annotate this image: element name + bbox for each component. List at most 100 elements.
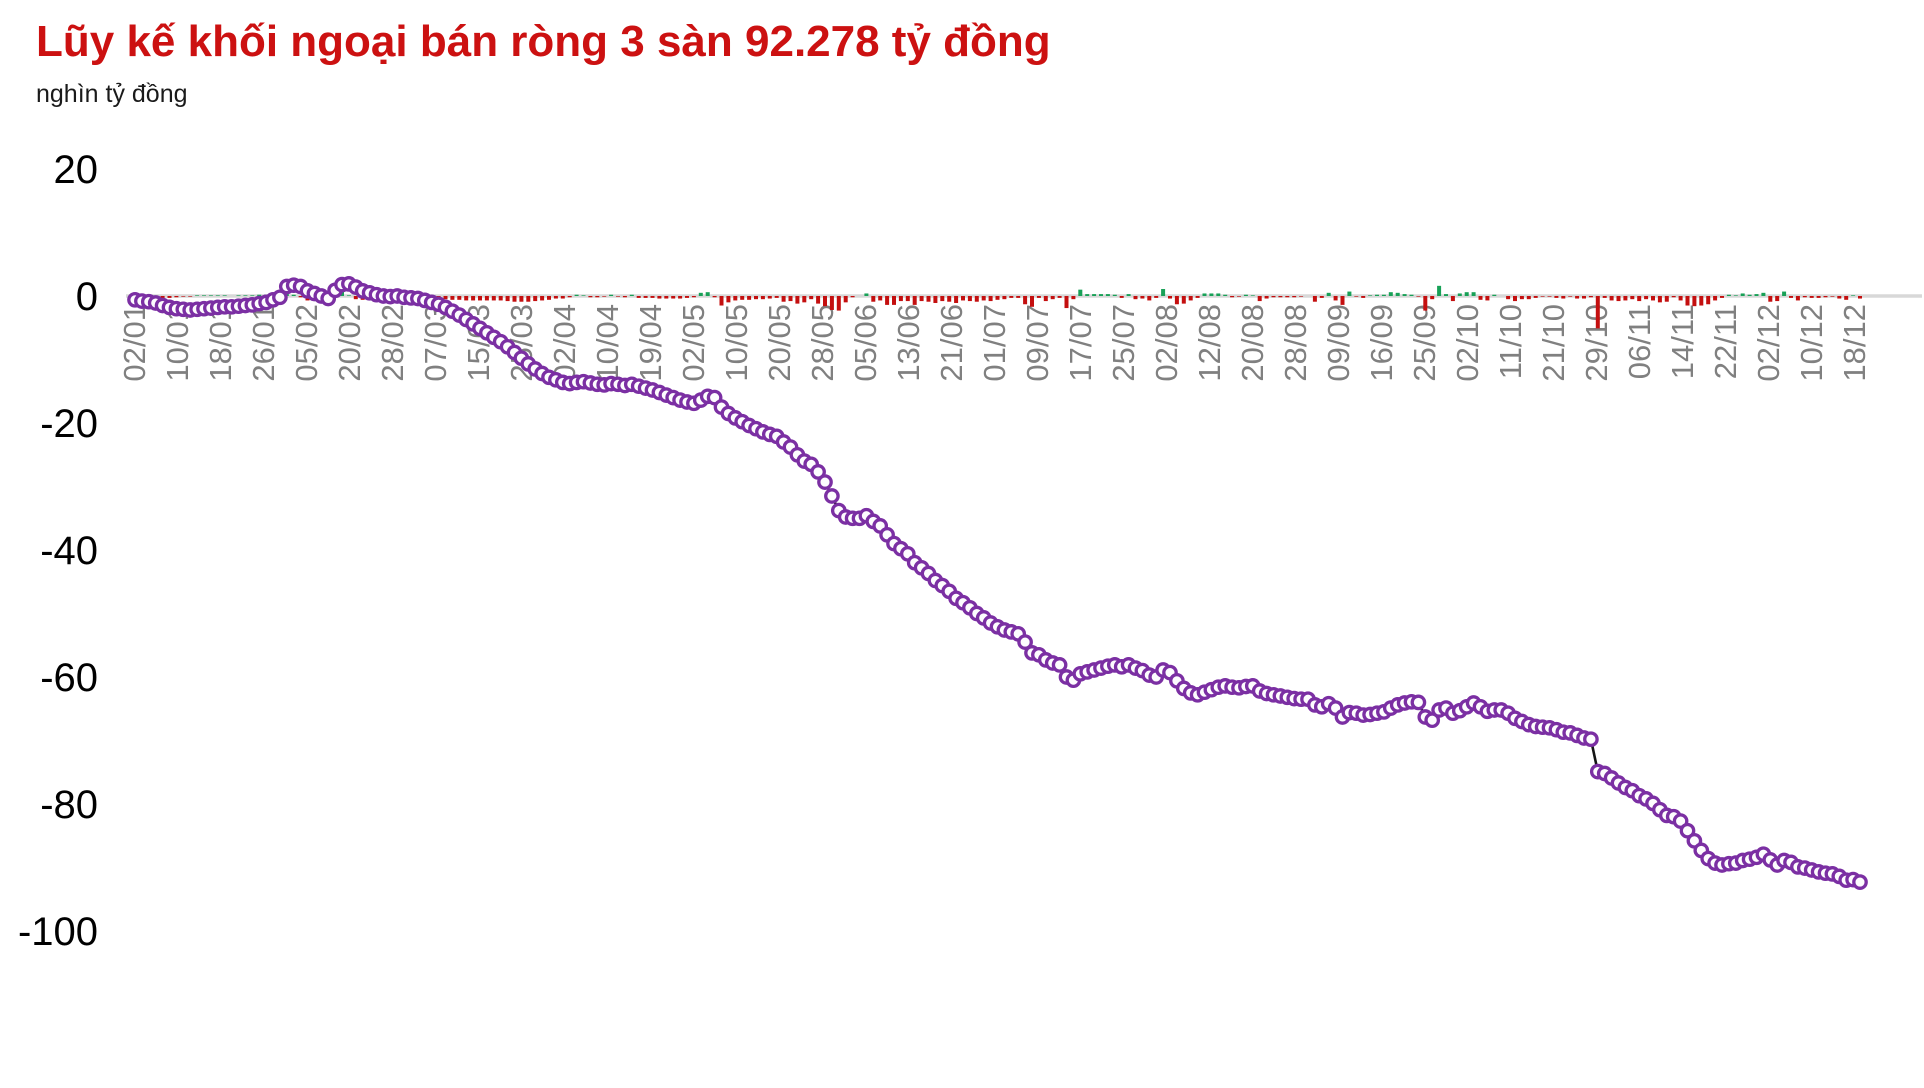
y-tick-label: 20 (54, 148, 99, 192)
y-tick-label: -40 (40, 529, 98, 573)
daily-net-sell-bar (940, 296, 945, 302)
daily-net-sell-bar (505, 296, 510, 302)
daily-net-sell-bar (616, 296, 620, 297)
x-tick-label: 02/12 (1751, 304, 1786, 382)
daily-net-sell-bar (788, 296, 793, 302)
y-tick-label: 0 (76, 275, 98, 319)
daily-net-sell-bar (1595, 296, 1600, 329)
daily-net-sell-bar (1278, 296, 1283, 298)
data-point-marker (1679, 822, 1696, 839)
daily-net-buy-bar (1740, 293, 1745, 296)
daily-net-sell-bar (1430, 296, 1435, 300)
daily-net-buy-bar (1216, 293, 1221, 296)
daily-net-sell-bar (1664, 296, 1669, 302)
daily-net-sell-bar (774, 296, 779, 298)
daily-net-sell-bar (1168, 296, 1172, 299)
x-tick-label: 18/01 (203, 304, 238, 382)
daily-net-sell-bar (1775, 296, 1780, 302)
x-tick-label: 02/01 (117, 304, 152, 382)
daily-net-sell-bar (1506, 296, 1511, 300)
daily-net-sell-bar (1540, 296, 1545, 297)
daily-net-sell-bar (1485, 296, 1490, 301)
daily-net-sell-bar (484, 296, 489, 301)
daily-net-sell-bar (1416, 296, 1421, 297)
x-tick-label: 21/06 (934, 304, 969, 382)
daily-net-sell-bar (1575, 296, 1580, 299)
daily-net-sell-bar (1720, 296, 1724, 298)
daily-net-buy-bar (1444, 294, 1448, 296)
daily-net-sell-bar (1450, 296, 1455, 302)
daily-net-sell-bar (1181, 296, 1186, 304)
daily-net-sell-bar (457, 296, 462, 300)
daily-net-buy-bar (1747, 294, 1752, 296)
daily-net-sell-bar (919, 296, 924, 302)
daily-net-sell-bar (1858, 296, 1862, 299)
daily-net-sell-bar (671, 296, 676, 299)
daily-net-sell-bar (443, 296, 448, 300)
daily-net-sell-bar (809, 296, 814, 300)
daily-net-sell-bar (471, 296, 476, 301)
daily-net-sell-bar (1713, 296, 1718, 301)
daily-net-buy-bar (1437, 285, 1442, 296)
daily-net-sell-bar (926, 296, 931, 302)
daily-net-sell-bar (1119, 296, 1124, 298)
daily-net-sell-bar (1651, 296, 1655, 301)
daily-net-buy-bar (1250, 295, 1255, 296)
daily-net-sell-bar (657, 296, 662, 299)
daily-net-sell-bar (988, 296, 993, 302)
daily-net-sell-bar (1768, 296, 1773, 302)
daily-net-buy-bar (1761, 292, 1766, 296)
daily-net-sell-bar (885, 296, 890, 305)
daily-net-sell-bar (843, 296, 848, 303)
daily-net-sell-bar (1533, 296, 1538, 298)
daily-net-buy-bar (1381, 294, 1386, 296)
daily-net-sell-bar (947, 296, 952, 302)
y-tick-label: -100 (18, 910, 98, 954)
daily-net-sell-bar (1230, 296, 1235, 298)
daily-net-sell-bar (1568, 296, 1573, 297)
daily-net-buy-bar (222, 295, 227, 296)
daily-net-buy-bar (243, 295, 248, 296)
x-tick-label: 10/04 (590, 304, 625, 382)
x-tick-label: 02/08 (1149, 304, 1184, 382)
daily-net-buy-bar (1085, 294, 1090, 296)
daily-net-sell-bar (981, 296, 986, 301)
data-point-marker (1852, 874, 1868, 890)
x-tick-label: 06/11 (1622, 304, 1657, 379)
daily-net-sell-bar (691, 296, 696, 298)
daily-net-sell-bar (905, 296, 910, 302)
daily-net-buy-bar (1464, 292, 1469, 296)
daily-net-sell-bar (1699, 296, 1704, 306)
daily-net-buy-bar (1112, 294, 1117, 296)
daily-net-sell-bar (850, 296, 855, 298)
daily-net-sell-bar (174, 296, 179, 298)
daily-net-buy-bar (629, 294, 634, 296)
daily-net-sell-bar (816, 296, 821, 304)
daily-net-sell-bar (1036, 296, 1041, 298)
daily-net-buy-bar (1209, 293, 1214, 296)
x-tick-label: 10/12 (1794, 304, 1829, 382)
y-tick-label: -20 (40, 402, 98, 446)
daily-net-buy-bar (1851, 295, 1856, 296)
daily-net-sell-bar (1644, 296, 1649, 300)
daily-net-sell-bar (547, 296, 551, 300)
daily-net-sell-bar (1257, 296, 1262, 302)
daily-net-sell-bar (560, 296, 565, 299)
daily-net-sell-bar (188, 296, 193, 297)
daily-net-sell-bar (1043, 296, 1048, 302)
daily-net-sell-bar (1285, 296, 1290, 298)
daily-net-buy-bar (195, 295, 200, 296)
daily-net-sell-bar (1554, 296, 1559, 298)
daily-net-sell-bar (726, 296, 731, 303)
daily-net-sell-bar (933, 296, 938, 303)
daily-net-sell-bar (1064, 296, 1069, 309)
daily-net-sell-bar (533, 296, 538, 302)
x-tick-label: 02/04 (547, 304, 582, 382)
daily-net-buy-bar (574, 294, 579, 296)
y-tick-label: -60 (40, 656, 98, 700)
daily-net-sell-bar (892, 296, 896, 305)
daily-net-sell-bar (540, 296, 545, 301)
daily-net-sell-bar (1519, 296, 1524, 300)
daily-net-buy-bar (1223, 294, 1228, 296)
